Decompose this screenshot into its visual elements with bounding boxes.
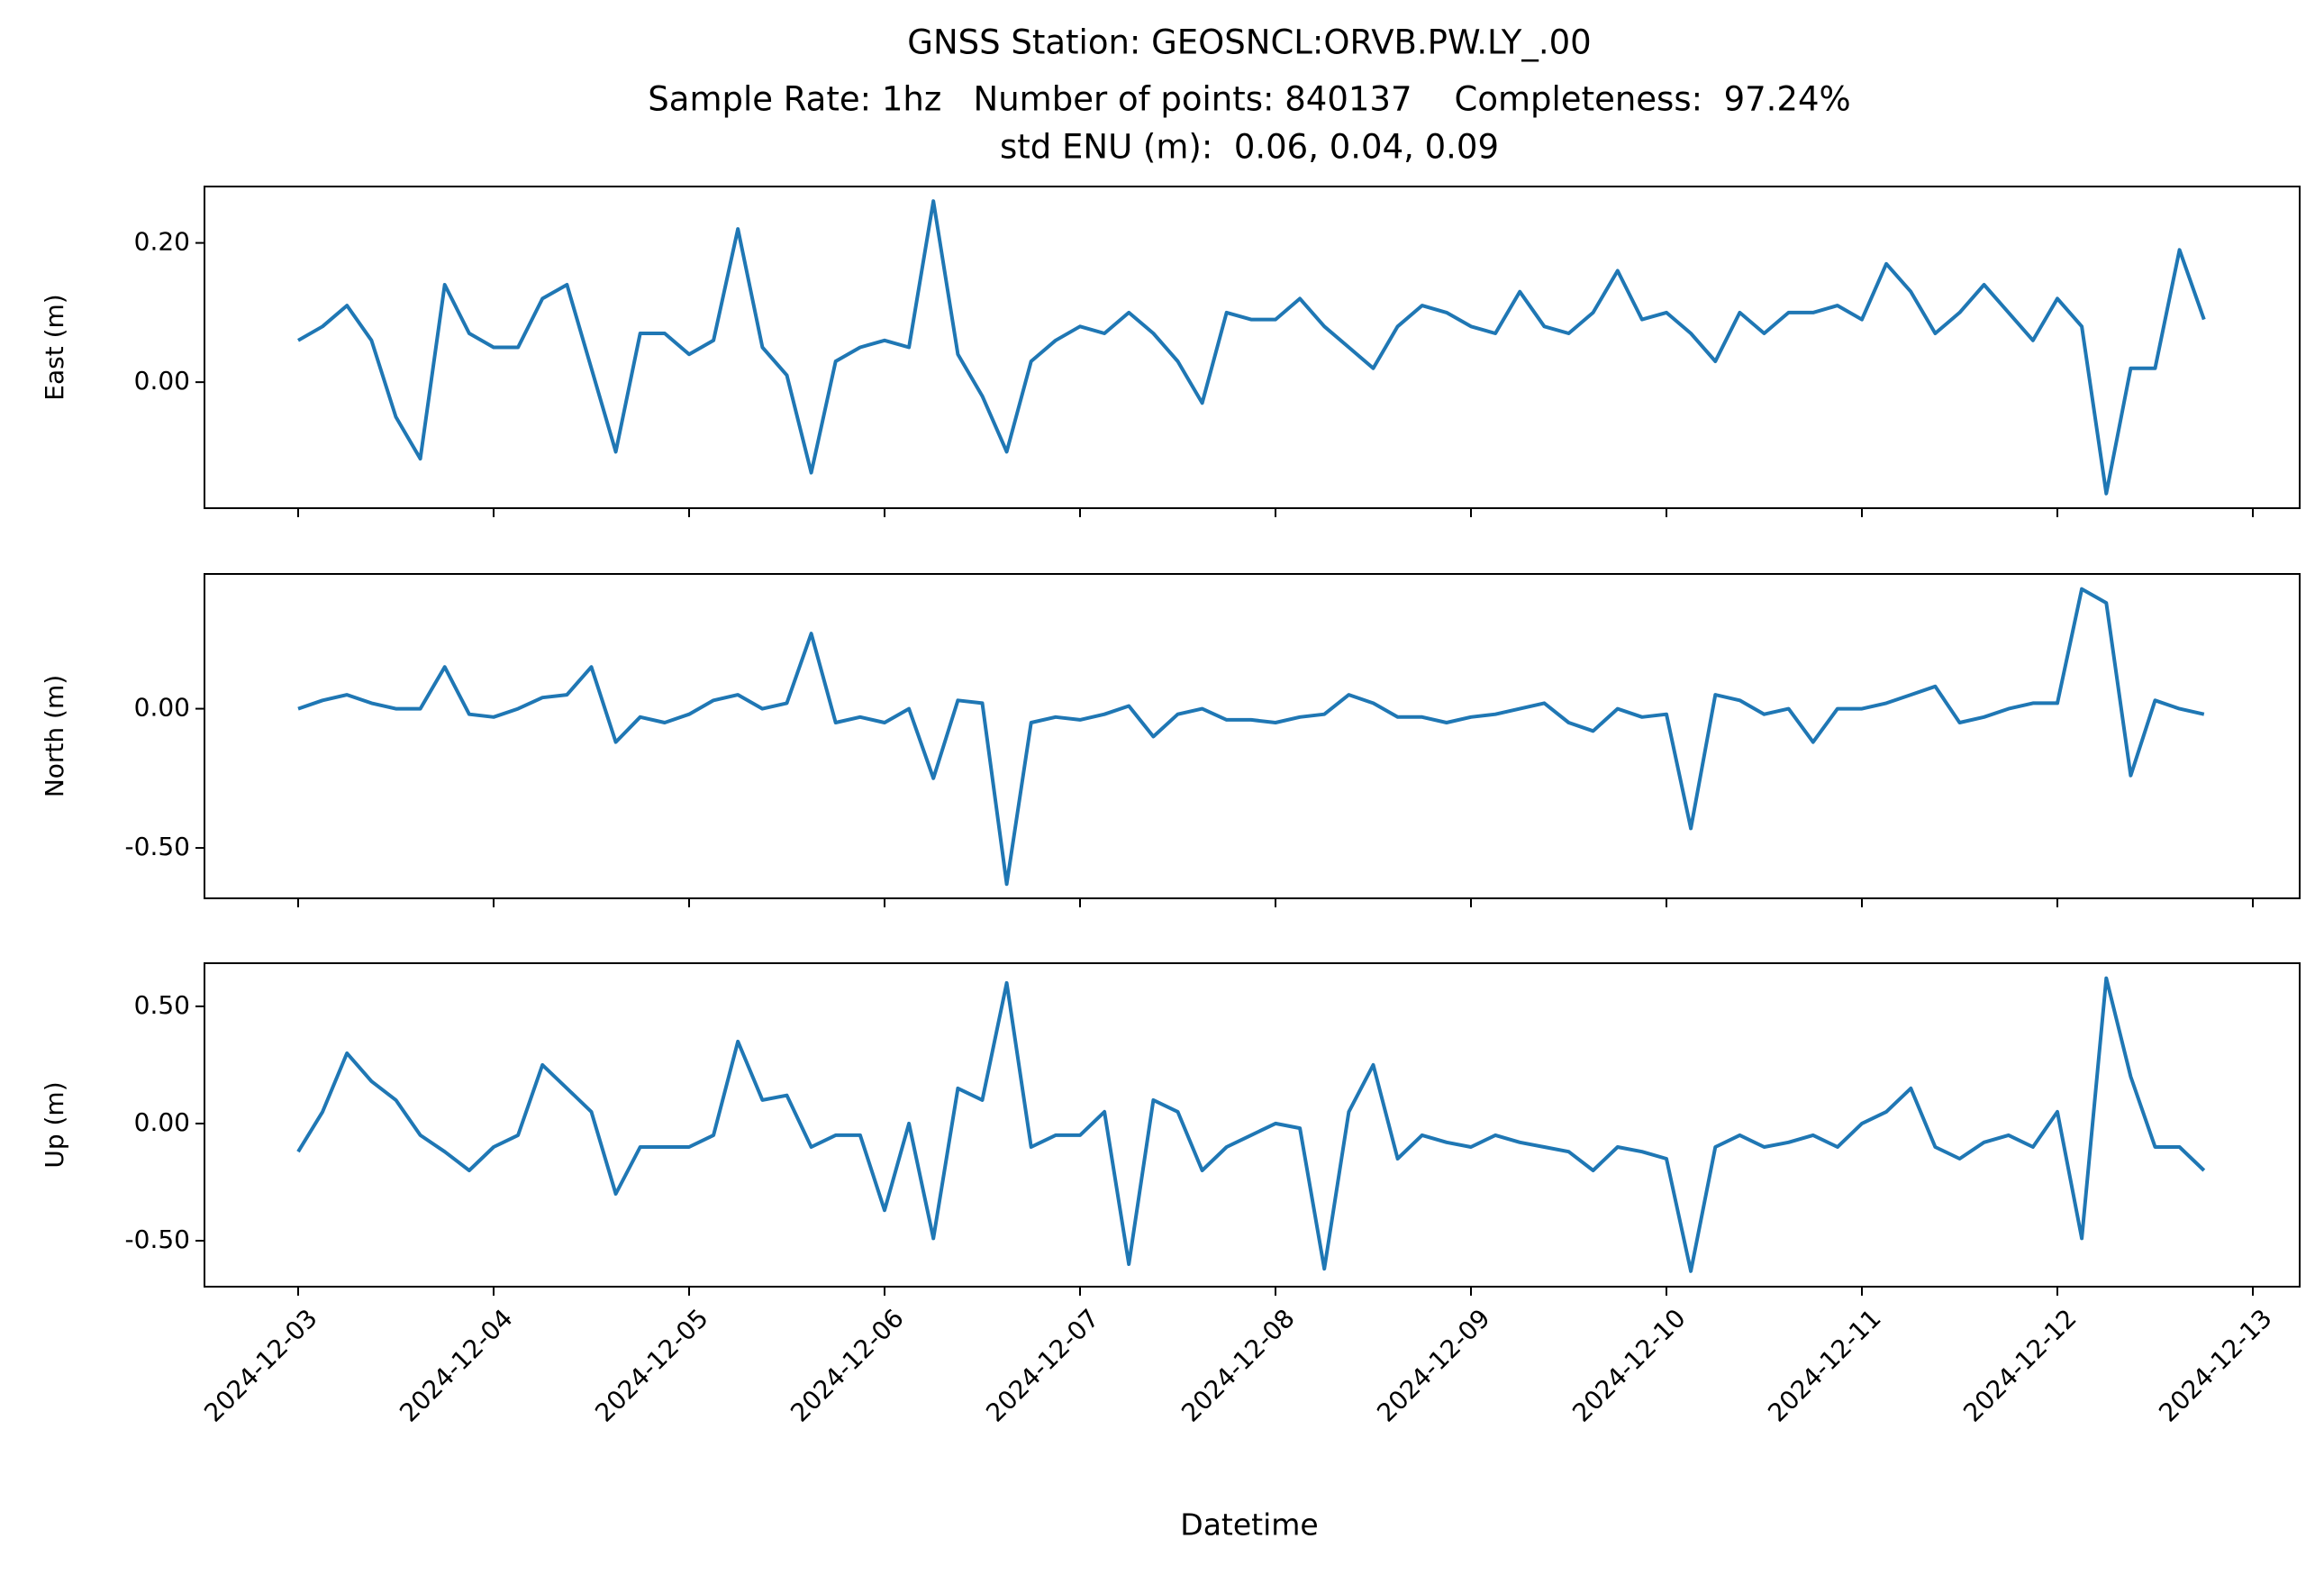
y-tick-label: 0.20 bbox=[134, 227, 190, 257]
data-line bbox=[296, 976, 2206, 1273]
x-tick-label: 2024-12-03 bbox=[198, 1303, 322, 1427]
y-tick-label: -0.50 bbox=[125, 1224, 190, 1254]
chart-title: GNSS Station: GEOSNCL:ORVB.PW.LY_.00 bbox=[907, 23, 1591, 62]
x-tick-label: 2024-12-06 bbox=[785, 1303, 909, 1427]
y-axis-label: North (m) bbox=[40, 675, 69, 797]
x-tick-label: 2024-12-13 bbox=[2153, 1303, 2277, 1427]
x-axis-label: Datetime bbox=[1180, 1507, 1318, 1543]
x-tick-label: 2024-12-07 bbox=[980, 1303, 1104, 1427]
y-tick-label: 0.00 bbox=[134, 1107, 190, 1137]
x-tick-label: 2024-12-09 bbox=[1371, 1303, 1495, 1427]
x-tick-label: 2024-12-10 bbox=[1566, 1303, 1691, 1427]
plot-frame bbox=[204, 962, 2301, 1288]
chart-subtitle: std ENU (m): 0.06, 0.04, 0.09 bbox=[1000, 128, 1499, 167]
x-tick-label: 2024-12-04 bbox=[394, 1303, 518, 1427]
plot-frame bbox=[204, 573, 2301, 899]
x-tick-label: 2024-12-12 bbox=[1957, 1303, 2082, 1427]
x-tick-label: 2024-12-05 bbox=[589, 1303, 713, 1427]
x-tick-label: 2024-12-11 bbox=[1762, 1303, 1886, 1427]
y-tick-label: 0.00 bbox=[134, 366, 190, 396]
y-tick-label: 0.50 bbox=[134, 990, 190, 1020]
plot-frame bbox=[204, 186, 2301, 509]
y-axis-label: East (m) bbox=[40, 294, 69, 400]
y-axis-label: Up (m) bbox=[40, 1081, 69, 1168]
data-line bbox=[297, 199, 2206, 496]
data-line bbox=[297, 587, 2205, 887]
y-tick-label: 0.00 bbox=[134, 693, 190, 723]
y-tick-label: -0.50 bbox=[125, 832, 190, 861]
chart-subtitle: Sample Rate: 1hz Number of points: 84013… bbox=[648, 80, 1850, 119]
x-tick-label: 2024-12-08 bbox=[1176, 1303, 1300, 1427]
